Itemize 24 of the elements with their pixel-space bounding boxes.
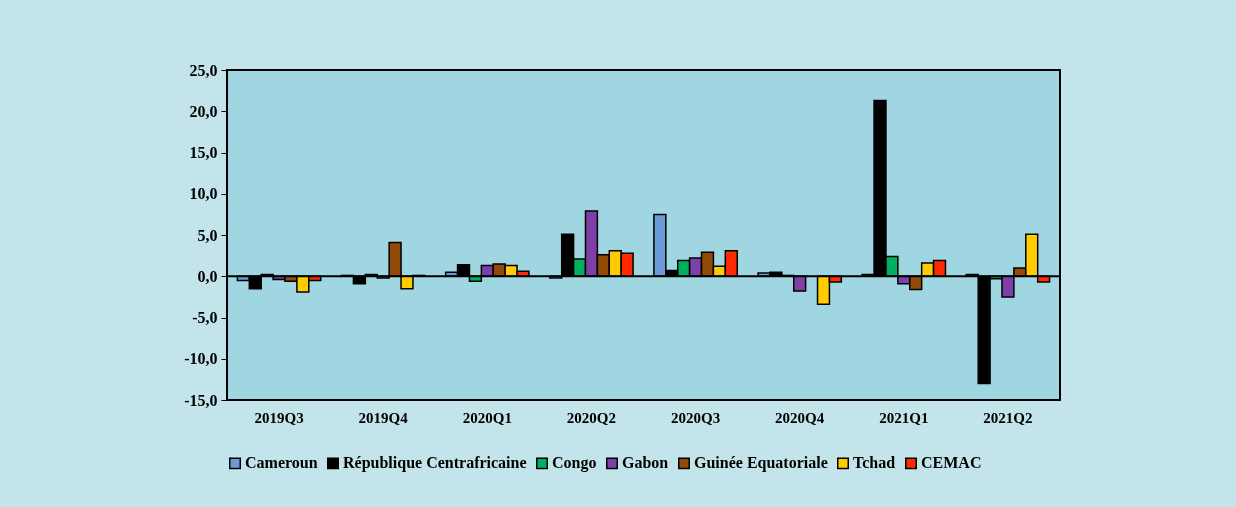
x-tick-label: 2019Q3 <box>254 409 304 426</box>
x-tick-label: 2020Q3 <box>670 409 721 426</box>
legend-label: CEMAC <box>921 454 982 472</box>
x-tick-label: 2019Q4 <box>358 409 409 426</box>
y-tick-label: -5,0 <box>192 309 218 326</box>
y-tick-label: 20,0 <box>189 102 218 120</box>
x-tick-label: 2021Q1 <box>879 409 929 426</box>
x-tick-label: 2020Q1 <box>462 409 512 426</box>
y-tick-label: -10,0 <box>184 350 218 368</box>
y-tick-label: 0,0 <box>197 267 218 285</box>
y-tick-label: -15,0 <box>184 391 218 409</box>
y-tick-label: 25,0 <box>189 61 218 79</box>
legend-label: Tchad <box>853 454 896 472</box>
x-tick-label: 2020Q2 <box>566 409 617 426</box>
legend-label: Cameroun <box>245 454 318 472</box>
legend-label: Gabon <box>622 454 669 472</box>
y-tick-label: 5,0 <box>197 226 218 244</box>
y-tick-label: 15,0 <box>189 144 218 161</box>
x-tick-label: 2021Q2 <box>983 409 1033 426</box>
y-tick-label: 10,0 <box>189 185 218 203</box>
legend-label: Congo <box>552 454 597 473</box>
legend-label: Guinée Equatoriale <box>694 454 828 473</box>
x-tick-label: 2020Q4 <box>775 409 825 426</box>
legend-label: République Centrafricaine <box>343 454 527 473</box>
